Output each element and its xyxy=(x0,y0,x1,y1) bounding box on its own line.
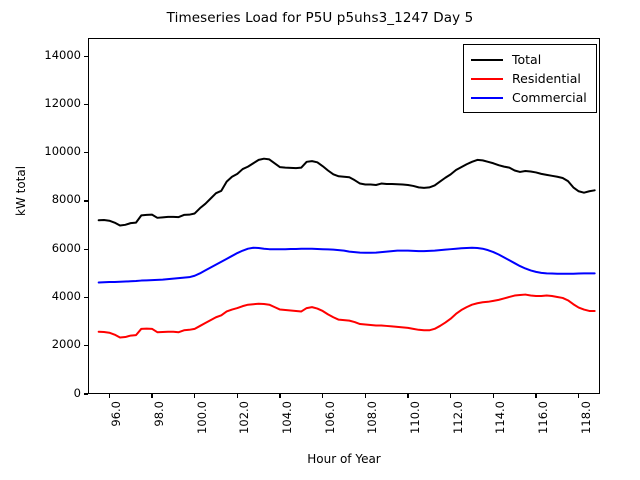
x-tick-mark xyxy=(492,394,494,398)
x-tick-mark xyxy=(578,394,580,398)
legend-swatch-icon xyxy=(471,96,503,99)
x-tick-label: 100.0 xyxy=(194,401,209,434)
x-tick-mark xyxy=(364,394,366,398)
y-tick-mark xyxy=(84,152,88,154)
x-tick-mark xyxy=(450,394,452,398)
y-tick-mark xyxy=(84,296,88,299)
y-tick-label: 14000 xyxy=(44,47,81,62)
y-tick-mark xyxy=(84,393,88,395)
x-tick-mark xyxy=(279,394,281,398)
series-line-commercial xyxy=(97,246,596,284)
y-tick-label: 0 xyxy=(73,385,81,400)
legend-item-residential[interactable]: Residential xyxy=(471,69,587,88)
legend-item-commercial[interactable]: Commercial xyxy=(471,88,587,107)
x-tick-mark xyxy=(407,394,409,398)
x-tick-label: 106.0 xyxy=(322,401,337,434)
series-lines xyxy=(97,157,596,339)
x-tick-label: 98.0 xyxy=(152,401,166,427)
x-tick-label: 108.0 xyxy=(365,401,380,434)
x-tick-label: 96.0 xyxy=(109,401,124,427)
y-tick-label: 10000 xyxy=(44,144,81,159)
x-tick-label: 110.0 xyxy=(408,401,422,434)
x-tick-mark xyxy=(322,394,324,398)
x-tick-label: 104.0 xyxy=(280,401,294,434)
series-line-total xyxy=(97,157,596,227)
x-axis-label: Hour of Year xyxy=(307,452,381,466)
legend-swatch-icon xyxy=(471,77,503,80)
x-tick-label: 102.0 xyxy=(237,401,252,434)
x-tick-mark xyxy=(236,394,238,398)
chart-title: Timeseries Load for P5U p5uhs3_1247 Day … xyxy=(166,10,474,26)
x-tick-label: 118.0 xyxy=(578,401,593,434)
y-tick-label: 8000 xyxy=(51,192,81,207)
legend-label: Residential xyxy=(512,71,581,86)
legend-label: Total xyxy=(512,52,542,67)
y-tick-label: 4000 xyxy=(51,288,81,303)
y-tick-label: 12000 xyxy=(44,95,81,110)
chart-legend: Total Residential Commercial xyxy=(463,44,597,113)
x-tick-mark xyxy=(194,394,196,398)
y-axis-label: kW total xyxy=(14,165,28,216)
y-tick-label: 6000 xyxy=(51,240,81,255)
legend-item-total[interactable]: Total xyxy=(471,50,587,69)
x-tick-mark xyxy=(108,394,110,398)
x-tick-label: 114.0 xyxy=(493,401,508,434)
x-tick-mark xyxy=(151,394,153,398)
y-tick-label: 2000 xyxy=(51,337,81,352)
y-tick-mark xyxy=(84,248,88,250)
x-tick-label: 112.0 xyxy=(450,401,465,434)
legend-swatch-icon xyxy=(471,58,503,61)
x-tick-mark xyxy=(535,394,537,398)
y-tick-mark xyxy=(84,345,88,347)
y-tick-mark xyxy=(84,103,88,105)
legend-label: Commercial xyxy=(512,90,587,105)
y-tick-mark xyxy=(84,200,88,202)
y-tick-mark xyxy=(84,55,88,57)
series-line-residential xyxy=(97,293,596,339)
x-tick-label: 116.0 xyxy=(536,401,550,434)
